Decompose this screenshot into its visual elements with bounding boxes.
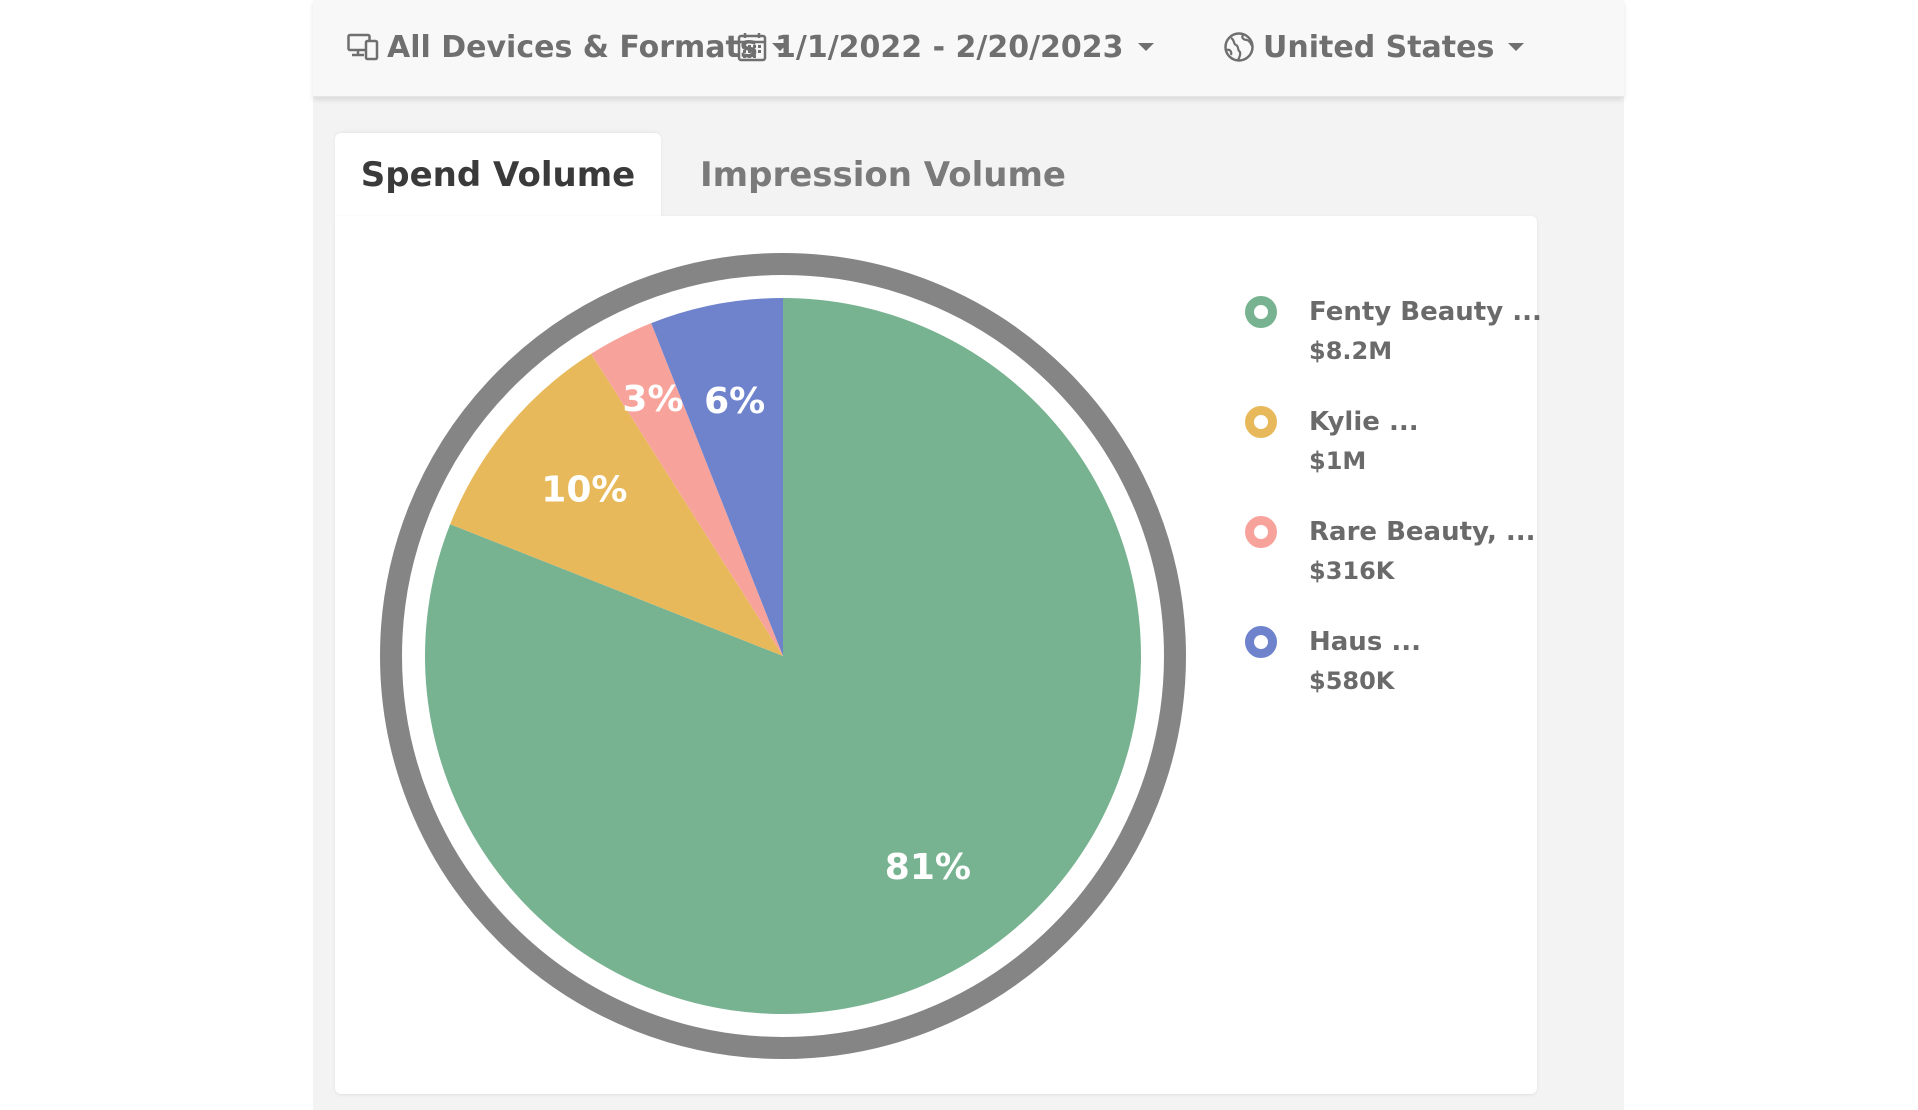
- legend-name: Fenty Beauty ...: [1309, 297, 1542, 327]
- legend-item[interactable]: Rare Beauty, ... $316K: [1245, 516, 1545, 616]
- pie-slice-label: 3%: [622, 379, 683, 420]
- date-range-dropdown[interactable]: 1/1/2022 - 2/20/2023: [737, 22, 1154, 72]
- chevron-down-icon: [1508, 43, 1525, 51]
- pie-slice-label: 10%: [541, 470, 627, 511]
- filter-bar: All Devices & Formats 1/1/2022 - 2/20/20…: [313, 0, 1624, 97]
- legend-value: $1M: [1309, 447, 1367, 475]
- pie-slice[interactable]: [450, 353, 783, 656]
- devices-filter-label: All Devices & Formats: [387, 29, 758, 65]
- pie-slice[interactable]: [591, 323, 783, 656]
- devices-icon: [347, 33, 379, 61]
- legend-marker-icon: [1245, 296, 1277, 328]
- devices-filter-dropdown[interactable]: All Devices & Formats: [347, 22, 788, 72]
- pie-slice[interactable]: [424, 298, 1141, 1015]
- date-range-label: 1/1/2022 - 2/20/2023: [775, 29, 1124, 65]
- legend-name: Rare Beauty, ...: [1309, 517, 1536, 547]
- legend-marker-icon: [1245, 626, 1277, 658]
- legend-item[interactable]: Haus ... $580K: [1245, 626, 1545, 726]
- legend-name: Haus ...: [1309, 627, 1421, 657]
- chevron-down-icon: [1137, 43, 1154, 51]
- tab-spend-volume[interactable]: Spend Volume: [335, 133, 661, 217]
- legend-name: Kylie ...: [1309, 407, 1419, 437]
- legend-value: $8.2M: [1309, 337, 1393, 365]
- tab-impression-volume[interactable]: Impression Volume: [700, 155, 1066, 195]
- pie-chart: 81% 10% 3% 6%: [380, 253, 1186, 1059]
- legend-item[interactable]: Fenty Beauty ... $8.2M: [1245, 296, 1545, 396]
- country-label: United States: [1263, 29, 1495, 65]
- legend-value: $580K: [1309, 667, 1395, 695]
- country-dropdown[interactable]: United States: [1223, 22, 1525, 72]
- pie-slice-label: 81%: [885, 847, 971, 888]
- chevron-down-icon: [771, 43, 788, 51]
- dashboard-panel: All Devices & Formats 1/1/2022 - 2/20/20…: [313, 0, 1624, 1110]
- legend-value: $316K: [1309, 557, 1395, 585]
- pie-slice[interactable]: [651, 298, 783, 656]
- pie-outer-ring: [380, 253, 1186, 1059]
- legend-marker-icon: [1245, 516, 1277, 548]
- legend-marker-icon: [1245, 406, 1277, 438]
- calendar-icon: [737, 33, 767, 62]
- globe-icon: [1224, 32, 1254, 62]
- pie-slice-label: 6%: [704, 381, 765, 422]
- legend-item[interactable]: Kylie ... $1M: [1245, 406, 1545, 506]
- chart-card: 81% 10% 3% 6% Fenty Beauty ... $8.2M Kylie …: [335, 216, 1542, 1094]
